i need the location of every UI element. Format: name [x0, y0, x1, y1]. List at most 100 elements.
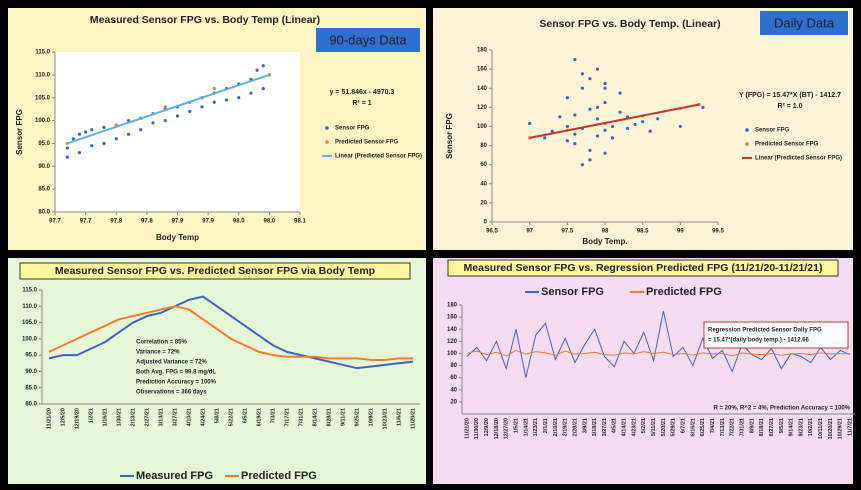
badge [760, 11, 848, 35]
x-tick-label: 3/9/21 [582, 418, 588, 433]
x-tick-label: 10/29/21 [838, 418, 844, 439]
x-tick-label: 98.5 [637, 229, 649, 235]
badge [316, 28, 420, 52]
x-tick-label: 12/9/20 [484, 418, 490, 436]
x-tick-label: 7/13/21 [720, 418, 726, 436]
point [610, 136, 615, 140]
x-tick-label: 10/20/21 [828, 418, 834, 439]
series-line [48, 295, 414, 370]
y-tick-label: 140 [447, 327, 458, 333]
note: Correlation = 85% [136, 340, 188, 346]
x-tick-label: 97.8 [141, 219, 153, 225]
x-tick-label: 4/23/21 [631, 418, 637, 436]
x-tick-label: 4/14/21 [622, 418, 628, 436]
x-tick-label: 12/19/20 [74, 408, 80, 429]
equation: R² = 1 [352, 100, 371, 107]
point [603, 128, 607, 132]
x-tick-label: 2/10/21 [553, 418, 559, 436]
x-tick-label: 9/14/21 [789, 418, 795, 436]
y-tick-label: 180 [477, 48, 488, 54]
x-tick-label: 11/30/20 [474, 418, 480, 439]
y-tick-label: 110.0 [35, 72, 50, 78]
point [90, 128, 94, 132]
x-axis-title: Body Temp. [582, 237, 627, 246]
x-tick-label: 99.5 [712, 229, 724, 235]
x-tick-label: 11/7/21 [848, 418, 854, 436]
point [237, 96, 241, 100]
point [255, 68, 259, 72]
x-tick-label: 7/31/21 [298, 408, 304, 426]
x-tick-label: 5/11/21 [651, 418, 657, 436]
point [603, 151, 607, 155]
point [580, 163, 585, 167]
point [603, 100, 607, 105]
x-tick-label: 98.0 [264, 219, 276, 225]
x-tick-label: 10/2/21 [808, 418, 814, 436]
y-tick-label: 105.0 [22, 320, 38, 326]
x-tick-label: 8/28/21 [326, 408, 332, 426]
x-tick-label: 11/6/21 [396, 408, 402, 426]
point [188, 109, 192, 114]
point [588, 77, 592, 81]
point [200, 105, 204, 109]
point [656, 117, 660, 121]
x-tick-label: 9/11/21 [340, 408, 346, 426]
plot-area [492, 50, 718, 222]
x-tick-label: 5/2/21 [641, 418, 647, 433]
x-tick-label: 97.9 [202, 219, 214, 225]
x-tick-label: 3/13/21 [158, 408, 164, 426]
x-tick-label: 3/27/21 [602, 418, 608, 436]
y-tick-label: 95.0 [25, 353, 37, 359]
x-tick-label: 1/2/21 [88, 408, 94, 423]
y-tick-label: 80.0 [25, 402, 37, 408]
y-tick-label: 80 [480, 143, 487, 149]
trend-line [529, 103, 700, 139]
x-tick-label: 9/25/21 [354, 408, 360, 426]
point [573, 142, 577, 146]
x-tick-label: 12/18/20 [494, 418, 500, 439]
y-tick-label: 20 [450, 399, 457, 405]
legend-label: Linear (Predicted Sensor FPG) [335, 154, 422, 160]
chart-title: Measured Sensor FPG vs. Body Temp (Linea… [90, 14, 320, 26]
legend-swatch [745, 142, 749, 146]
badge-text: Daily Data [774, 15, 835, 30]
x-tick-label: 7/31/21 [739, 418, 745, 436]
point [212, 86, 216, 91]
chart-title: Measured Sensor FPG vs. Predicted Sensor… [55, 265, 375, 277]
chart-title: Sensor FPG vs. Body Temp. (Linear) [539, 18, 720, 30]
point [580, 72, 585, 76]
note-box [703, 321, 849, 349]
x-tick-label: 10/23/21 [382, 408, 388, 429]
point [175, 114, 180, 118]
y-tick-label: 105.0 [35, 95, 51, 101]
point [580, 86, 585, 90]
y-tick-label: 160 [447, 315, 458, 321]
y-tick-label: 80 [450, 363, 457, 369]
x-tick-label: 7/22/21 [730, 418, 736, 436]
point [565, 139, 569, 143]
point [618, 91, 622, 95]
point [595, 105, 600, 109]
point [603, 81, 607, 86]
y-tick-label: 60 [450, 375, 457, 381]
point [71, 137, 75, 141]
x-tick-label: 4/5/21 [612, 418, 618, 433]
legend-label: Measured FPG [136, 470, 213, 482]
x-tick-label: 9/23/21 [798, 418, 804, 436]
point [90, 144, 94, 148]
x-tick-label: 3/27/21 [172, 408, 178, 426]
x-tick-label: 10/9/21 [368, 408, 374, 426]
y-tick-label: 40 [480, 181, 487, 187]
x-tick-label: 7/4/21 [710, 418, 716, 433]
y-tick-label: 100.0 [22, 336, 38, 342]
point [212, 100, 216, 104]
point [163, 118, 167, 123]
x-tick-label: 5/22/21 [228, 408, 234, 426]
point [558, 115, 562, 119]
series-line [48, 305, 413, 362]
point [102, 141, 106, 146]
y-tick-label: 100 [447, 351, 458, 357]
point [139, 128, 143, 132]
y-tick-label: 120 [477, 105, 488, 111]
